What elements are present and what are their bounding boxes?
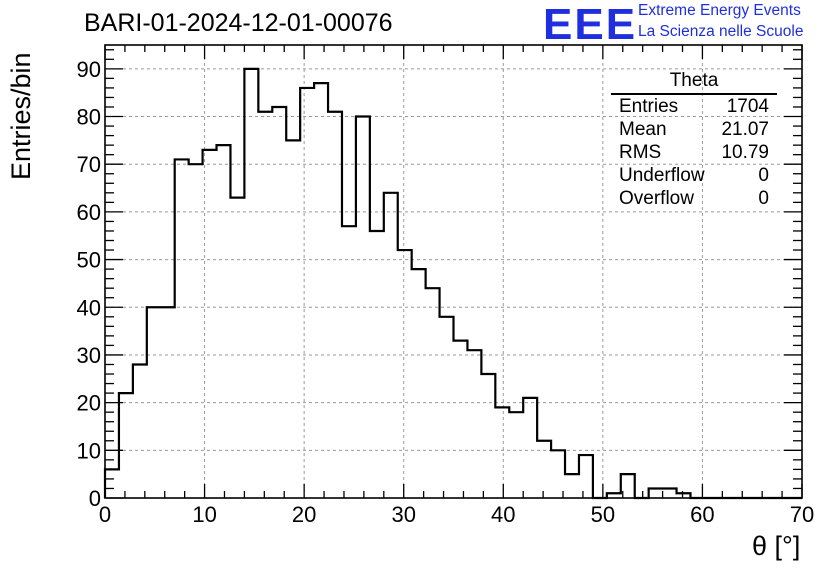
histogram-bin: [412, 269, 426, 498]
histogram-bin: [509, 412, 523, 498]
x-tick-label: 0: [99, 502, 111, 527]
histogram-bin: [523, 398, 537, 498]
stats-row-rms: RMS 10.79: [611, 141, 777, 164]
histogram-bin: [370, 231, 384, 498]
histogram-bin: [551, 450, 565, 498]
stats-value: 21.07: [721, 119, 769, 140]
y-tick-label: 70: [77, 152, 101, 177]
y-tick-label: 20: [77, 391, 101, 416]
histogram-bin: [454, 341, 468, 498]
x-tick-label: 70: [790, 502, 814, 527]
stats-row-entries: Entries 1704: [611, 95, 777, 118]
histogram-bin: [495, 407, 509, 498]
histogram-bin: [244, 69, 258, 498]
stats-value: 10.79: [721, 142, 769, 163]
histogram-bin: [537, 441, 551, 498]
logo-line-1: Extreme Energy Events: [638, 2, 801, 19]
stats-key: Mean: [619, 119, 667, 140]
y-tick-label: 10: [77, 438, 101, 463]
histogram-bin: [398, 250, 412, 498]
x-tick-label: 10: [192, 502, 216, 527]
stats-box: Theta Entries 1704 Mean 21.07 RMS 10.79 …: [611, 70, 777, 210]
y-tick-label: 90: [77, 57, 101, 82]
stats-key: Overflow: [619, 188, 694, 209]
logo-line-2: La Scienza nelle Scuole: [638, 23, 804, 40]
stats-value: 1704: [726, 96, 769, 117]
histogram-bin: [328, 112, 342, 498]
histogram-bin: [481, 374, 495, 498]
chart-title: BARI-01-2024-12-01-00076: [84, 9, 393, 37]
histogram-bin: [258, 112, 272, 498]
histogram-bin: [467, 350, 481, 498]
histogram-bin: [230, 198, 244, 498]
histogram-bin: [649, 488, 663, 498]
stats-value: 0: [758, 188, 769, 209]
stats-key: RMS: [619, 142, 662, 163]
histogram-bin: [272, 107, 286, 498]
stats-row-overflow: Overflow 0: [611, 187, 777, 210]
x-tick-label: 60: [690, 502, 714, 527]
stats-row-mean: Mean 21.07: [611, 118, 777, 141]
histogram-bin: [189, 164, 203, 498]
histogram-bin: [426, 288, 440, 498]
histogram-bin: [565, 474, 579, 498]
stats-title: Theta: [611, 70, 777, 95]
histogram-bin: [314, 83, 328, 498]
histogram-bin: [105, 469, 119, 498]
x-tick-label: 50: [591, 502, 615, 527]
eee-logo-mark: EEE: [543, 0, 638, 49]
stats-key: Entries: [619, 96, 679, 117]
y-tick-label: 80: [77, 105, 101, 130]
histogram-bin: [384, 193, 398, 498]
histogram-bin: [579, 455, 593, 498]
y-tick-label: 30: [77, 343, 101, 368]
histogram-bin: [663, 488, 677, 498]
histogram-bin: [300, 88, 314, 498]
stats-value: 0: [758, 165, 769, 186]
x-tick-label: 30: [391, 502, 415, 527]
y-tick-label: 40: [77, 295, 101, 320]
histogram-bin: [342, 226, 356, 498]
histogram-outline: [103, 67, 802, 500]
histogram-bin: [217, 145, 231, 498]
plot-frame: [104, 44, 803, 499]
histogram-bin: [175, 159, 189, 498]
y-tick-label: 50: [77, 248, 101, 273]
histogram-bin: [119, 393, 133, 498]
histogram-bin: [440, 317, 454, 498]
stats-row-underflow: Underflow 0: [611, 164, 777, 187]
histogram-bin: [286, 140, 300, 498]
histogram-bin: [133, 364, 147, 498]
y-axis-label: Entries/bin: [6, 52, 36, 180]
x-tick-label: 20: [292, 502, 316, 527]
y-tick-label: 0: [89, 486, 101, 511]
y-tick-label: 60: [77, 200, 101, 225]
x-tick-label: 40: [491, 502, 515, 527]
stats-key: Underflow: [619, 165, 705, 186]
x-axis-label: θ [°]: [752, 531, 801, 561]
